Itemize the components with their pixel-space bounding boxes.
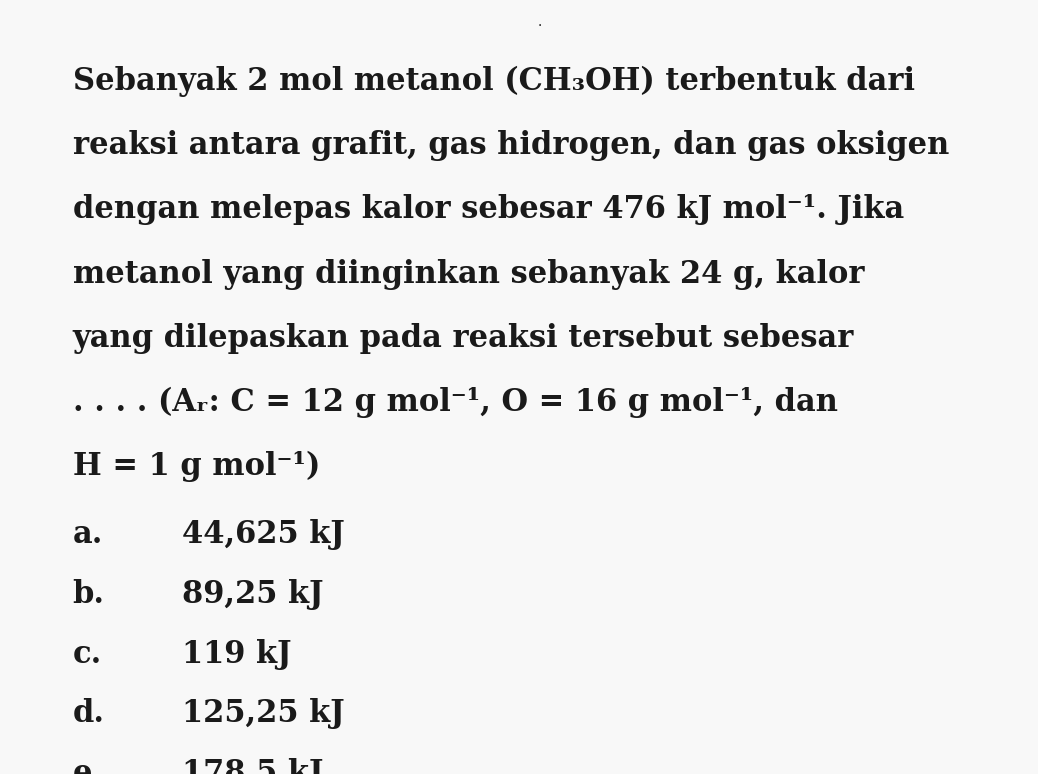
Text: . . . . (Aᵣ: C = 12 g mol⁻¹, O = 16 g mol⁻¹, dan: . . . . (Aᵣ: C = 12 g mol⁻¹, O = 16 g mo… bbox=[73, 387, 838, 418]
Text: 178,5 kJ: 178,5 kJ bbox=[182, 758, 323, 774]
Text: ·: · bbox=[538, 19, 542, 33]
Text: 44,625 kJ: 44,625 kJ bbox=[182, 519, 345, 550]
Text: reaksi antara grafit, gas hidrogen, dan gas oksigen: reaksi antara grafit, gas hidrogen, dan … bbox=[73, 130, 949, 161]
Text: 89,25 kJ: 89,25 kJ bbox=[182, 579, 323, 610]
Text: dengan melepas kalor sebesar 476 kJ mol⁻¹. Jika: dengan melepas kalor sebesar 476 kJ mol⁻… bbox=[73, 194, 904, 225]
Text: Sebanyak 2 mol metanol (CH₃OH) terbentuk dari: Sebanyak 2 mol metanol (CH₃OH) terbentuk… bbox=[73, 66, 914, 97]
Text: b.: b. bbox=[73, 579, 105, 610]
Text: metanol yang diinginkan sebanyak 24 g, kalor: metanol yang diinginkan sebanyak 24 g, k… bbox=[73, 259, 865, 289]
Text: e.: e. bbox=[73, 758, 103, 774]
Text: a.: a. bbox=[73, 519, 103, 550]
Text: c.: c. bbox=[73, 639, 102, 670]
Text: d.: d. bbox=[73, 698, 105, 729]
Text: yang dilepaskan pada reaksi tersebut sebesar: yang dilepaskan pada reaksi tersebut seb… bbox=[73, 323, 854, 354]
Text: 125,25 kJ: 125,25 kJ bbox=[182, 698, 345, 729]
Text: 119 kJ: 119 kJ bbox=[182, 639, 291, 670]
Text: H = 1 g mol⁻¹): H = 1 g mol⁻¹) bbox=[73, 451, 320, 482]
